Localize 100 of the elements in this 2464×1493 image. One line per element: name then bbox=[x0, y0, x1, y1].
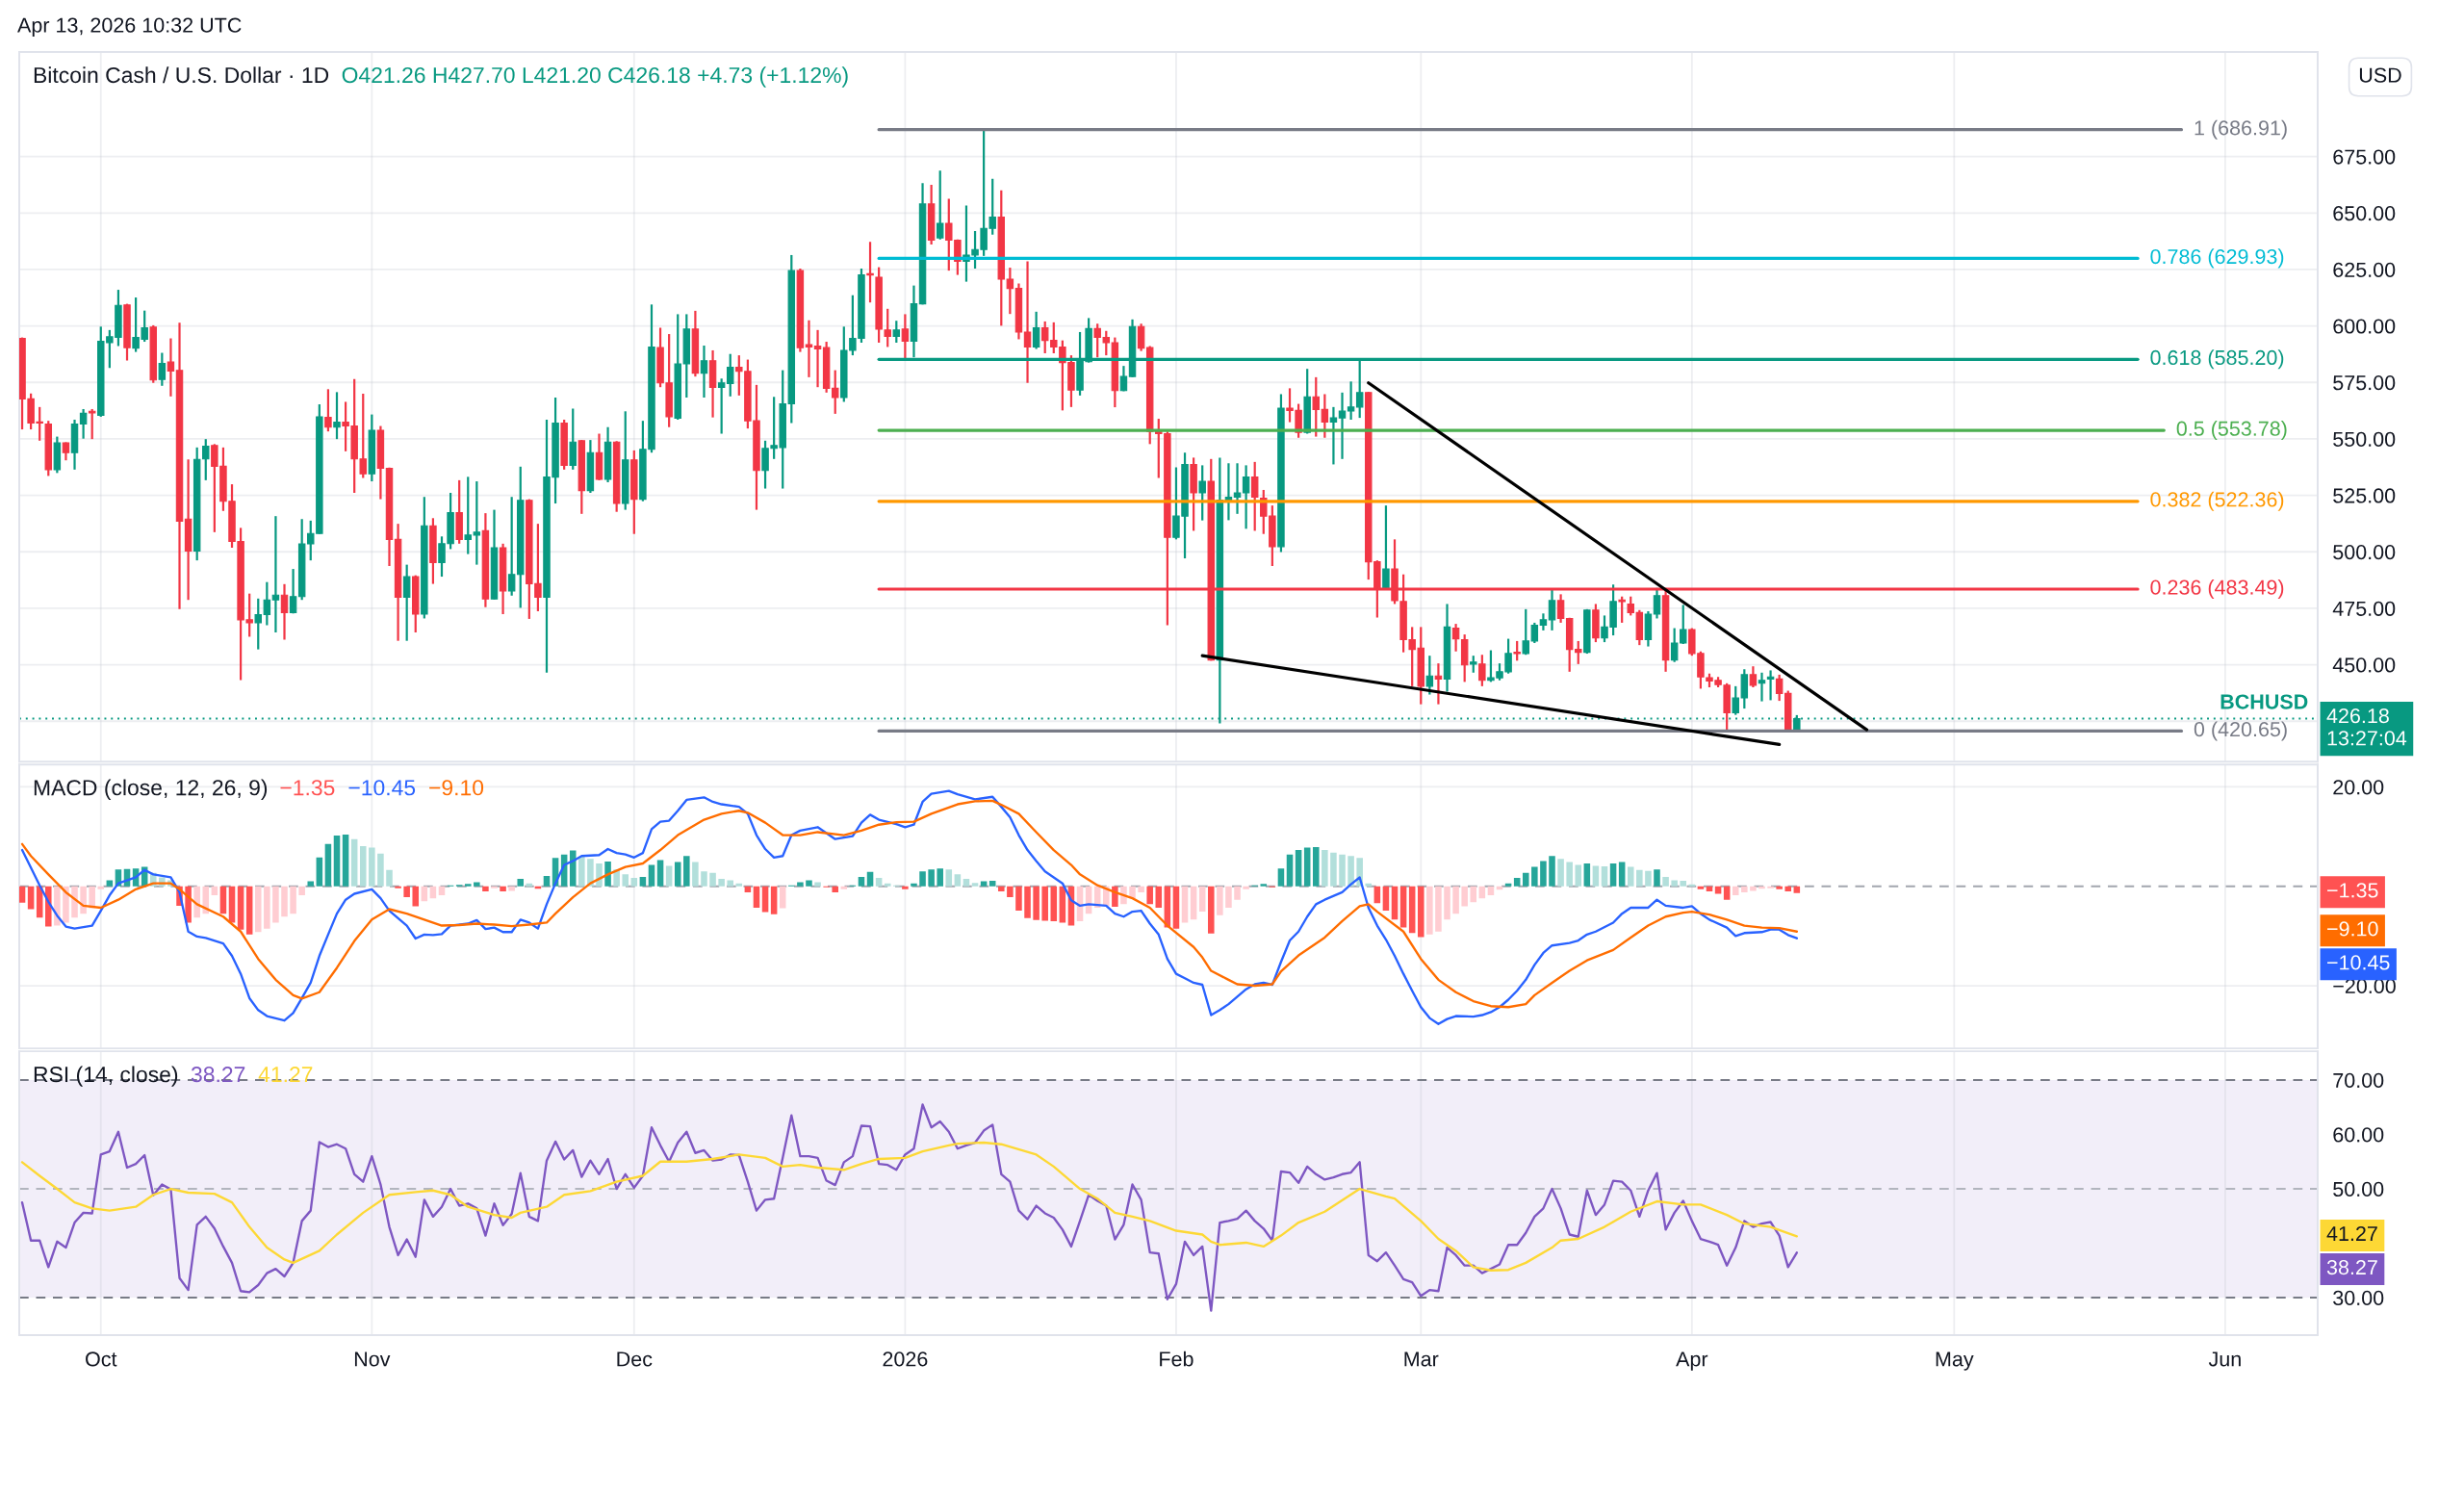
bar bbox=[1015, 886, 1022, 912]
bar bbox=[290, 886, 296, 914]
bar bbox=[1452, 886, 1459, 914]
candlestick bbox=[158, 351, 167, 387]
candlestick bbox=[1242, 464, 1250, 530]
bar bbox=[1435, 886, 1442, 932]
candlestick bbox=[1556, 593, 1565, 625]
bar bbox=[1444, 886, 1450, 920]
text: Apr 13, 2026 10:32 UTC bbox=[17, 17, 242, 38]
bar bbox=[377, 853, 384, 887]
bar bbox=[27, 886, 35, 910]
bar bbox=[718, 879, 725, 887]
bar bbox=[1426, 886, 1433, 935]
bar bbox=[500, 886, 506, 891]
bar bbox=[1583, 862, 1591, 887]
x-tick-label: Oct bbox=[86, 1351, 117, 1367]
text: −10.45 bbox=[2327, 955, 2390, 970]
bar bbox=[1540, 861, 1547, 887]
candlestick bbox=[1478, 654, 1486, 687]
bar bbox=[954, 874, 962, 887]
series-label: 0.618 (585.20) bbox=[2150, 349, 2284, 370]
bar bbox=[902, 886, 909, 889]
bar bbox=[254, 886, 262, 933]
bar bbox=[998, 886, 1005, 891]
bar bbox=[911, 883, 917, 887]
y-tick-label: 600.00 bbox=[2333, 319, 2396, 334]
bar bbox=[272, 886, 279, 923]
bar bbox=[1750, 886, 1757, 891]
bar bbox=[1138, 886, 1144, 892]
bar bbox=[464, 884, 472, 887]
candlestick bbox=[1680, 604, 1687, 646]
y-tick-label: 575.00 bbox=[2333, 375, 2396, 391]
bar bbox=[656, 860, 664, 887]
bar bbox=[307, 881, 315, 887]
bar bbox=[840, 886, 848, 889]
candlestick bbox=[1451, 622, 1460, 653]
bar bbox=[474, 882, 480, 887]
bar bbox=[1645, 870, 1652, 887]
y-tick-label: 625.00 bbox=[2333, 262, 2396, 277]
line-series bbox=[20, 1103, 1798, 1312]
bar bbox=[1217, 886, 1223, 915]
text: 38.27 bbox=[2326, 1259, 2377, 1275]
bar bbox=[587, 859, 594, 887]
candlestick bbox=[1137, 322, 1145, 352]
bar bbox=[281, 886, 288, 917]
bar bbox=[403, 886, 410, 898]
bar bbox=[1050, 886, 1058, 921]
bar bbox=[1129, 886, 1136, 899]
bar bbox=[569, 850, 577, 887]
bar bbox=[701, 871, 707, 887]
bar bbox=[797, 882, 804, 887]
bar bbox=[937, 868, 943, 887]
bar bbox=[1041, 886, 1048, 921]
bar bbox=[945, 869, 953, 887]
bar bbox=[727, 880, 733, 887]
bar bbox=[1234, 886, 1241, 900]
bar bbox=[735, 883, 743, 887]
bar bbox=[19, 886, 26, 903]
bar bbox=[814, 882, 821, 887]
bar bbox=[1575, 864, 1582, 887]
candlestick bbox=[79, 407, 88, 440]
bar bbox=[1627, 866, 1634, 887]
bar bbox=[1382, 886, 1390, 912]
candlestick bbox=[324, 388, 332, 433]
candlestick bbox=[1233, 462, 1242, 515]
bar bbox=[1723, 886, 1731, 900]
bar bbox=[1741, 886, 1748, 892]
y-tick-label: 70.00 bbox=[2333, 1072, 2384, 1089]
bar bbox=[1260, 884, 1268, 887]
series-label: 0.786 (629.93) bbox=[2150, 248, 2284, 269]
bar bbox=[395, 886, 401, 888]
y-tick-label: 450.00 bbox=[2332, 657, 2396, 673]
bar bbox=[350, 838, 358, 887]
bar bbox=[1033, 886, 1040, 920]
bar bbox=[1793, 886, 1801, 893]
bar bbox=[928, 869, 935, 887]
text: O421.26 H427.70 L421.20 C426.18 +4.73 (+1.12%) bbox=[342, 66, 848, 88]
bar bbox=[1155, 886, 1163, 908]
bar bbox=[1531, 866, 1538, 887]
candlestick bbox=[1775, 673, 1784, 703]
bar bbox=[971, 883, 979, 887]
bar bbox=[683, 856, 690, 887]
x-tick-label: May bbox=[1936, 1351, 1974, 1371]
x-tick-label: 2026 bbox=[883, 1351, 928, 1367]
bar bbox=[202, 886, 210, 914]
bar bbox=[1286, 854, 1294, 887]
series-label: 0.382 (522.36) bbox=[2150, 491, 2284, 511]
candlestick bbox=[1321, 393, 1329, 439]
candlestick bbox=[1758, 671, 1766, 703]
bar bbox=[622, 874, 629, 887]
bar bbox=[639, 876, 647, 887]
bar bbox=[648, 864, 655, 887]
y-tick-label: 525.00 bbox=[2333, 488, 2396, 503]
candlestick bbox=[1329, 405, 1338, 466]
bar bbox=[988, 881, 996, 887]
bar bbox=[709, 872, 716, 887]
bar bbox=[1399, 886, 1407, 928]
candlestick bbox=[202, 438, 210, 481]
bar bbox=[1504, 883, 1512, 887]
bar bbox=[1522, 872, 1529, 887]
